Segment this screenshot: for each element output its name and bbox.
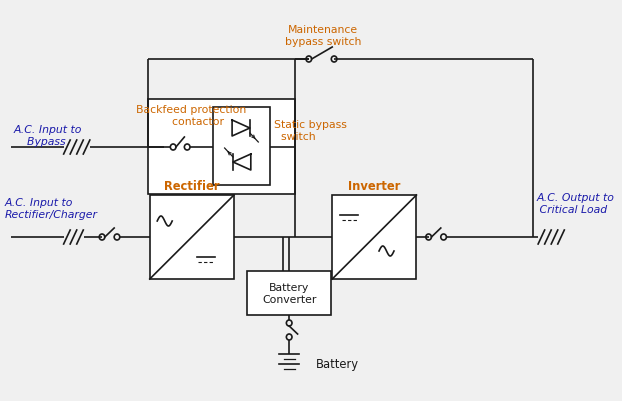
Text: Battery
Converter: Battery Converter [262,282,317,304]
Text: Static bypass
  switch: Static bypass switch [274,120,347,141]
Bar [150,196,234,279]
Text: A.C. Output to
 Critical Load: A.C. Output to Critical Load [536,193,614,215]
Bar [148,100,295,194]
Text: Backfeed protection
    contactor: Backfeed protection contactor [136,105,246,126]
Text: Rectifier: Rectifier [164,180,220,192]
Text: A.C. Input to
Rectifier/Charger: A.C. Input to Rectifier/Charger [5,198,98,219]
Bar [247,271,332,315]
Text: Inverter: Inverter [348,180,401,192]
Text: Maintenance
bypass switch: Maintenance bypass switch [285,25,361,47]
Text: A.C. Input to
    Bypass: A.C. Input to Bypass [13,125,81,146]
Bar [332,196,417,279]
Text: Battery: Battery [315,358,358,371]
Bar [213,108,269,186]
